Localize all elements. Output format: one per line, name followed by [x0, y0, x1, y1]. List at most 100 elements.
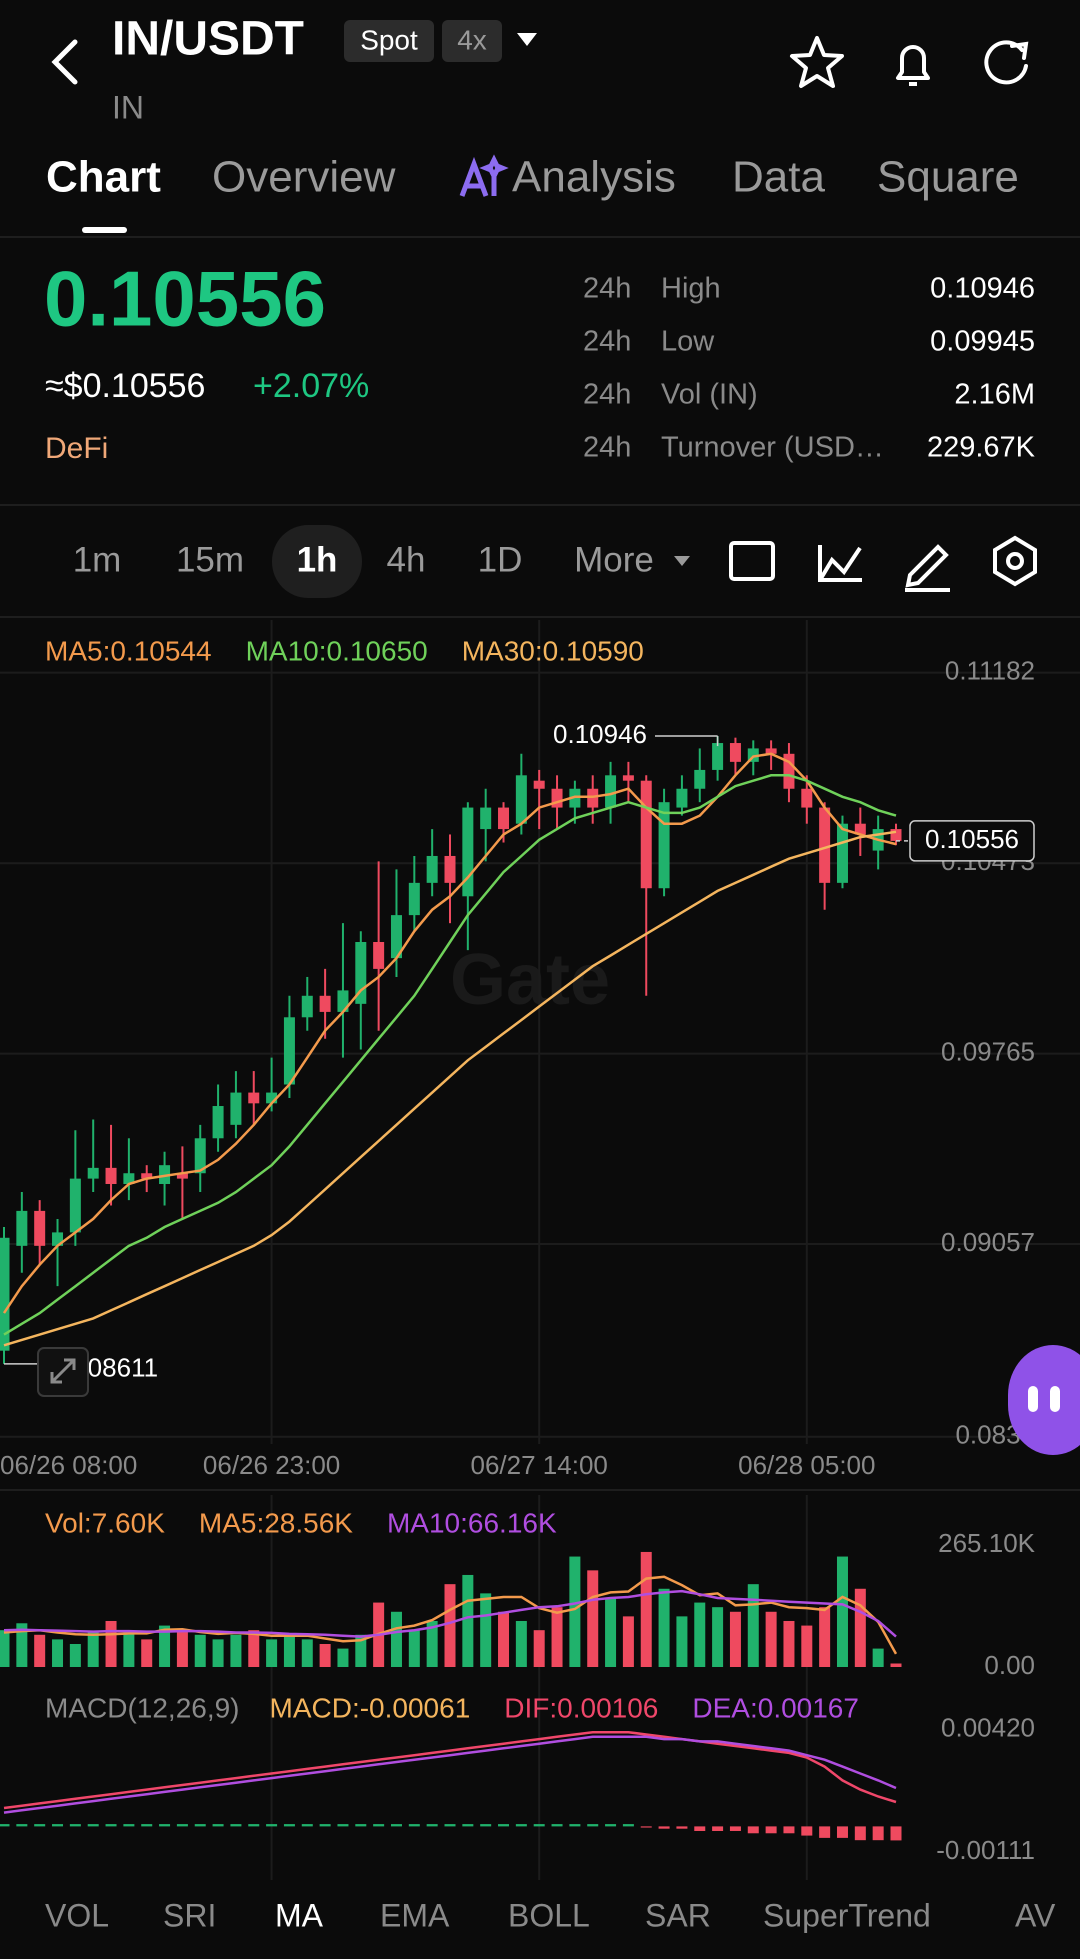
timeframe[interactable]: 1D — [478, 540, 523, 579]
volume-bar — [408, 1630, 420, 1667]
volume-bar — [694, 1602, 706, 1667]
volume-bar — [712, 1607, 724, 1667]
volume-bar — [551, 1607, 563, 1667]
macd-histogram — [872, 1826, 884, 1841]
alert-icon[interactable] — [896, 45, 930, 86]
candle-body — [801, 788, 813, 808]
macd-histogram — [854, 1826, 866, 1841]
volume-bar — [515, 1620, 527, 1667]
candle-body — [390, 915, 402, 959]
candle-body — [462, 807, 474, 897]
y-tick-label: 0.09057 — [941, 1227, 1035, 1257]
tab[interactable]: Data — [732, 153, 825, 202]
usd-price: ≈$0.10556 — [45, 367, 205, 405]
volume-bar — [301, 1639, 313, 1667]
macd-histogram — [248, 1824, 260, 1827]
volume-bar — [765, 1611, 777, 1667]
favorite-icon[interactable] — [790, 36, 844, 88]
legend-entry: DEA:0.00167 — [692, 1692, 859, 1723]
candle-body — [355, 942, 367, 1004]
candle-body — [605, 775, 617, 808]
timeframe[interactable]: 15m — [176, 540, 244, 579]
candle-body — [194, 1138, 206, 1174]
timeframe[interactable]: 1m — [73, 540, 122, 579]
stat-period: 24h — [583, 379, 631, 411]
candle-body — [176, 1173, 188, 1179]
tab[interactable]: Analysis — [512, 153, 676, 202]
macd-histogram — [783, 1826, 795, 1834]
macd-histogram — [462, 1824, 474, 1827]
volume-bar — [854, 1588, 866, 1667]
volume-bar — [176, 1630, 188, 1667]
fullscreen-icon[interactable] — [729, 541, 775, 581]
ma-line — [2, 752, 897, 1314]
indicator-tab: AV — [1015, 1897, 1056, 1933]
macd-histogram — [747, 1826, 759, 1834]
volume-bar — [872, 1648, 884, 1667]
timeframe[interactable]: More — [574, 540, 654, 579]
indicator-tab: EMA — [380, 1897, 450, 1933]
candle-body — [266, 1092, 278, 1104]
candle-body — [712, 743, 724, 770]
candle-body — [551, 788, 563, 808]
macd-line — [3, 1735, 897, 1814]
legend-entry: MA10:66.16K — [387, 1507, 557, 1538]
y-tick-label: 0.00 — [984, 1650, 1035, 1680]
candle-body — [319, 995, 331, 1012]
refresh-icon[interactable] — [984, 40, 1028, 85]
ma-line — [3, 774, 897, 1336]
macd-histogram — [801, 1826, 813, 1836]
dropdown-arrow[interactable] — [517, 33, 537, 46]
volume-bar — [159, 1625, 171, 1667]
timeframe[interactable]: 4h — [387, 540, 426, 579]
pair-title: IN/USDT — [112, 13, 304, 66]
volume-bar — [123, 1630, 135, 1667]
volume-bar — [587, 1570, 599, 1667]
stat-period: 24h — [583, 326, 631, 358]
candle-body — [480, 807, 492, 830]
candle-body — [16, 1210, 28, 1246]
tab[interactable]: Chart — [46, 153, 161, 202]
settings-icon[interactable] — [993, 535, 1037, 587]
tab[interactable]: Overview — [212, 153, 396, 202]
macd-histogram — [729, 1826, 741, 1831]
candle-body — [301, 995, 313, 1018]
macd-histogram — [34, 1824, 46, 1827]
macd-histogram — [533, 1824, 545, 1827]
volume-bar — [0, 1630, 10, 1667]
assistant-bubble[interactable] — [1008, 1345, 1080, 1455]
macd-histogram — [836, 1826, 848, 1838]
macd-histogram — [765, 1826, 777, 1834]
volume-bar — [87, 1632, 99, 1667]
stat-period: 24h — [583, 432, 631, 464]
volume-bar — [622, 1616, 634, 1667]
legend-entry: MA10:0.10650 — [246, 635, 428, 666]
x-tick-label: 06/28 05:00 — [738, 1450, 875, 1480]
stat-value: 2.16M — [954, 379, 1035, 411]
macd-histogram — [819, 1826, 831, 1838]
back-button[interactable] — [51, 39, 78, 85]
volume-bar — [337, 1648, 349, 1667]
volume-bar — [319, 1643, 331, 1667]
legend-entry: MA5:28.56K — [199, 1507, 353, 1538]
timeframe[interactable]: 1h — [297, 540, 338, 579]
volume-bar — [783, 1620, 795, 1667]
stat-label: Vol (IN) — [661, 379, 758, 411]
draw-icon[interactable] — [905, 544, 950, 592]
macd-histogram — [605, 1824, 617, 1827]
indicator-icon[interactable] — [818, 545, 862, 582]
candle-body — [569, 788, 581, 808]
macd-histogram — [176, 1824, 188, 1827]
candle-body — [0, 1237, 10, 1351]
volume-bar — [533, 1630, 545, 1667]
tab[interactable]: Square — [877, 153, 1019, 202]
volume-bar — [390, 1611, 402, 1667]
candle-body — [52, 1232, 64, 1246]
candle-body — [123, 1173, 135, 1184]
stat-label: High — [661, 273, 721, 305]
volume-bar — [747, 1584, 759, 1667]
macd-histogram — [194, 1824, 206, 1827]
candle-body — [498, 807, 510, 830]
candle-body — [836, 823, 848, 883]
